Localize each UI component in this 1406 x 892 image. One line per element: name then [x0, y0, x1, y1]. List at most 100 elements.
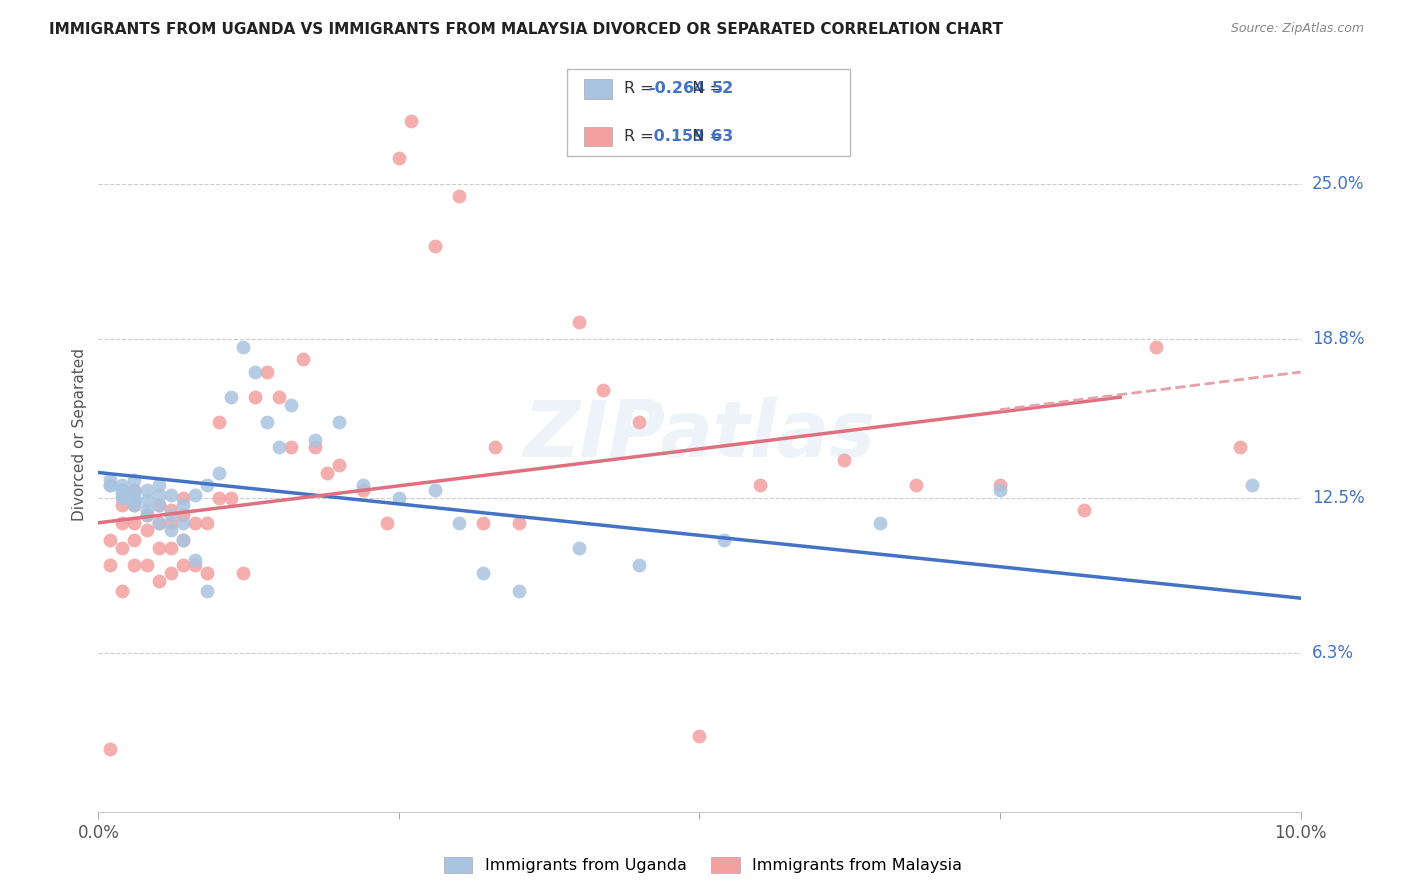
Point — [172, 508, 194, 523]
Point — [111, 483, 134, 497]
Text: 18.8%: 18.8% — [1312, 330, 1364, 349]
Point — [208, 491, 231, 505]
Point — [280, 441, 302, 455]
Text: 12.5%: 12.5% — [1312, 489, 1364, 507]
Point — [124, 483, 146, 497]
Point — [399, 113, 422, 128]
Point — [135, 483, 157, 497]
Point — [748, 478, 770, 492]
Point — [183, 553, 205, 567]
Point — [243, 390, 266, 404]
Point — [135, 493, 157, 508]
Point — [1229, 441, 1251, 455]
Point — [508, 516, 530, 530]
Point — [111, 541, 134, 555]
Point — [172, 516, 194, 530]
Point — [172, 491, 194, 505]
Y-axis label: Divorced or Separated: Divorced or Separated — [72, 349, 87, 521]
Point — [869, 516, 891, 530]
Point — [124, 488, 146, 502]
Point — [388, 491, 411, 505]
Point — [592, 383, 614, 397]
Point — [111, 488, 134, 502]
Point — [148, 541, 170, 555]
Point — [183, 488, 205, 502]
Point — [100, 742, 122, 756]
Point — [243, 365, 266, 379]
Point — [1241, 478, 1264, 492]
Point — [159, 566, 181, 580]
Point — [135, 558, 157, 573]
Text: ZIPatlas: ZIPatlas — [523, 397, 876, 473]
Point — [472, 566, 495, 580]
Point — [256, 415, 278, 429]
Point — [183, 558, 205, 573]
Point — [304, 441, 326, 455]
Point — [219, 491, 242, 505]
Point — [159, 541, 181, 555]
Point — [148, 516, 170, 530]
Point — [208, 466, 231, 480]
Point — [1073, 503, 1095, 517]
Point — [148, 498, 170, 512]
Point — [135, 524, 157, 538]
Point — [100, 478, 122, 492]
Point — [135, 508, 157, 523]
Text: 6.3%: 6.3% — [1312, 644, 1354, 663]
Point — [423, 483, 446, 497]
Point — [688, 730, 710, 744]
Point — [172, 498, 194, 512]
Point — [315, 466, 337, 480]
Point — [628, 558, 651, 573]
Point — [148, 498, 170, 512]
Point — [568, 541, 591, 555]
Text: 63: 63 — [711, 129, 734, 144]
Point — [172, 533, 194, 548]
Point — [111, 478, 134, 492]
Point — [195, 516, 218, 530]
Point — [148, 574, 170, 588]
Point — [183, 516, 205, 530]
Point — [267, 390, 290, 404]
Text: 0.159: 0.159 — [648, 129, 704, 144]
Point — [388, 152, 411, 166]
Point — [267, 441, 290, 455]
Point — [124, 498, 146, 512]
Point — [111, 483, 134, 497]
Point — [988, 478, 1011, 492]
Point — [832, 453, 855, 467]
Point — [172, 533, 194, 548]
Point — [472, 516, 495, 530]
Point — [508, 583, 530, 598]
Text: R =: R = — [624, 129, 658, 144]
Point — [159, 503, 181, 517]
Point — [219, 390, 242, 404]
Legend: Immigrants from Uganda, Immigrants from Malaysia: Immigrants from Uganda, Immigrants from … — [437, 850, 969, 880]
Point — [1144, 340, 1167, 354]
Point — [291, 352, 314, 367]
Point — [100, 473, 122, 487]
Point — [124, 516, 146, 530]
Point — [280, 398, 302, 412]
Point — [100, 533, 122, 548]
Point — [988, 483, 1011, 497]
Point — [304, 433, 326, 447]
Point — [256, 365, 278, 379]
Point — [195, 478, 218, 492]
Point — [172, 558, 194, 573]
Point — [135, 508, 157, 523]
Point — [328, 458, 350, 472]
Text: -0.264: -0.264 — [648, 81, 704, 96]
Point — [328, 415, 350, 429]
Point — [628, 415, 651, 429]
Text: 25.0%: 25.0% — [1312, 175, 1364, 193]
Point — [148, 478, 170, 492]
Text: R =: R = — [624, 81, 658, 96]
Point — [159, 516, 181, 530]
Point — [124, 483, 146, 497]
Point — [111, 516, 134, 530]
Point — [484, 441, 506, 455]
Point — [124, 558, 146, 573]
Point — [124, 498, 146, 512]
Point — [232, 566, 254, 580]
